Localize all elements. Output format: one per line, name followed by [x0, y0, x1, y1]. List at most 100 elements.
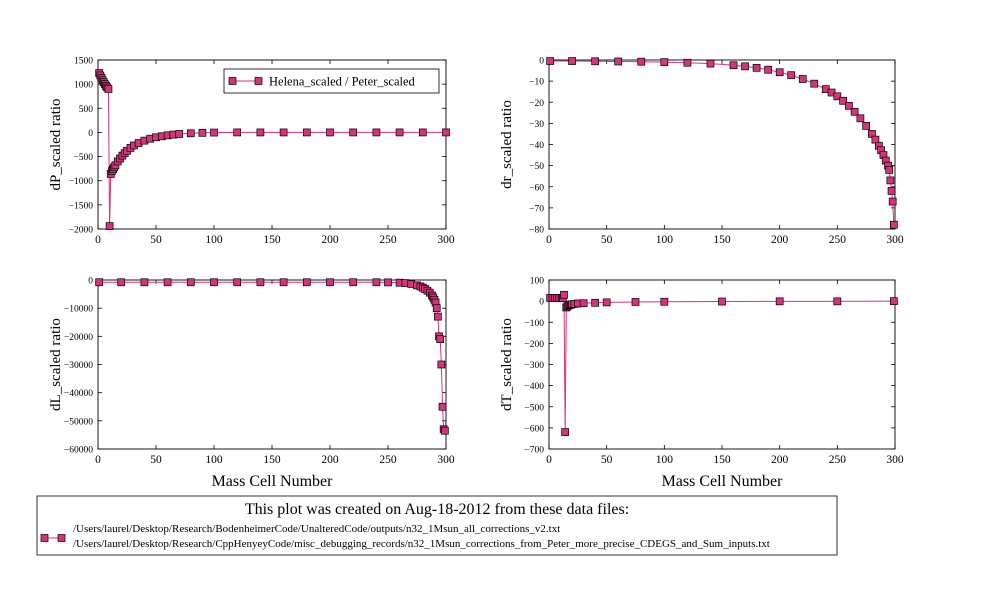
y-tick-label: 500: [79, 105, 94, 115]
x-axis-label: Mass Cell Number: [212, 473, 334, 490]
y-tick-label: −600: [524, 424, 544, 434]
x-tick-label: 0: [546, 234, 552, 246]
data-point: [198, 128, 207, 137]
x-tick-label: 300: [886, 454, 904, 466]
data-point: [210, 128, 218, 137]
x-tick-label: 50: [601, 234, 613, 246]
data-point: [372, 128, 381, 137]
data-point: [442, 128, 450, 137]
data-point: [140, 278, 149, 287]
x-tick-label: 150: [713, 234, 731, 246]
data-point: [683, 58, 692, 67]
data-point: [833, 92, 842, 101]
x-tick-label: 250: [379, 454, 397, 466]
data-point: [889, 297, 898, 305]
x-tick-label: 250: [829, 454, 847, 466]
x-tick-label: 200: [771, 454, 789, 466]
x-tick-label: 300: [437, 454, 455, 466]
data-point: [560, 290, 568, 299]
data-point: [105, 222, 114, 230]
y-tick-label: −30: [529, 120, 544, 130]
y-tick-label: −500: [73, 153, 93, 163]
x-tick-label: 300: [886, 234, 904, 246]
subplot-dr: 0 50 100 150 200 250 300 0 −10 −20 −30 −40 −50 −60 −70…: [499, 57, 904, 247]
y-tick-label: −100: [524, 319, 544, 329]
data-point: [887, 187, 896, 195]
data-point: [845, 101, 853, 110]
subplot-dT: 0 50 100 150 200 250 300 100 0 −100 −200 −300 −400 −5…: [499, 277, 904, 491]
data-point: [349, 278, 358, 287]
data-point: [175, 130, 184, 138]
data-point: [326, 278, 334, 287]
y-tick-label: 100: [530, 277, 545, 287]
footer-file-1: /Users/laurel/Desktop/Research/Bodenheim…: [73, 523, 560, 535]
y-tick-label: 0: [539, 57, 544, 67]
y-tick-label: −300: [524, 361, 544, 371]
data-point: [787, 71, 796, 80]
data-point: [579, 299, 588, 308]
data-point: [432, 304, 441, 313]
data-point: [233, 278, 242, 287]
data-point: [764, 65, 772, 74]
data-point: [614, 57, 623, 66]
data-point: [186, 278, 195, 287]
data-point: [885, 166, 894, 174]
y-axis-label: dP_scaled ratio: [48, 98, 64, 190]
data-point: [117, 278, 126, 287]
data-point: [718, 297, 726, 306]
y-tick-label: −50: [529, 162, 544, 172]
data-point: [856, 114, 865, 123]
data-point: [186, 129, 195, 138]
data-point: [660, 297, 669, 306]
data-point: [436, 335, 445, 343]
x-tick-label: 100: [205, 454, 223, 466]
data-point: [163, 278, 172, 287]
data-point: [302, 278, 311, 287]
x-tick-label: 150: [263, 234, 281, 246]
footer-box: This plot was created on Aug-18-2012 fro…: [36, 495, 838, 556]
y-tick-label: −20: [529, 99, 544, 109]
data-point: [561, 428, 569, 436]
y-tick-label: −60000: [64, 446, 93, 456]
legend-label: Helena_scaled / Peter_scaled: [269, 75, 416, 89]
legend: Helena_scaled / Peter_scaled: [223, 68, 440, 94]
x-tick-label: 300: [437, 234, 455, 246]
data-point: [660, 58, 669, 66]
data-point: [233, 128, 242, 137]
data-point: [729, 61, 738, 70]
y-tick-label: −200: [524, 340, 544, 350]
data-point: [839, 96, 847, 105]
y-tick-label: 0: [88, 277, 93, 287]
x-tick-label: 100: [656, 234, 674, 246]
data-point: [706, 59, 715, 68]
y-tick-label: −70: [529, 204, 544, 214]
x-tick-label: 50: [150, 454, 162, 466]
y-tick-label: −40: [529, 141, 544, 151]
data-point: [279, 128, 288, 137]
y-tick-label: 0: [539, 298, 544, 308]
y-axis-label: dr_scaled ratio: [499, 100, 515, 189]
y-tick-label: −20000: [64, 333, 93, 343]
data-point: [256, 278, 265, 287]
x-tick-label: 150: [713, 454, 731, 466]
data-point: [438, 402, 447, 411]
y-tick-label: −700: [524, 446, 544, 456]
y-tick-label: 1500: [74, 57, 93, 67]
x-tick-label: 0: [95, 234, 101, 246]
data-point: [889, 220, 898, 229]
data-point: [349, 128, 358, 137]
footer-legend-marker: [40, 534, 49, 542]
y-axis-label: dL_scaled ratio: [48, 318, 64, 411]
y-tick-label: −30000: [64, 361, 93, 371]
data-point: [434, 312, 442, 321]
data-point: [752, 63, 761, 72]
x-tick-label: 150: [263, 454, 281, 466]
data-point: [256, 128, 265, 137]
data-point: [302, 128, 311, 137]
data-point: [888, 197, 897, 206]
data-point: [886, 176, 895, 185]
y-axis-label: dT_scaled ratio: [499, 318, 515, 411]
data-point: [591, 298, 599, 307]
x-axis-label: Mass Cell Number: [662, 473, 784, 490]
y-tick-label: −60: [529, 183, 544, 193]
